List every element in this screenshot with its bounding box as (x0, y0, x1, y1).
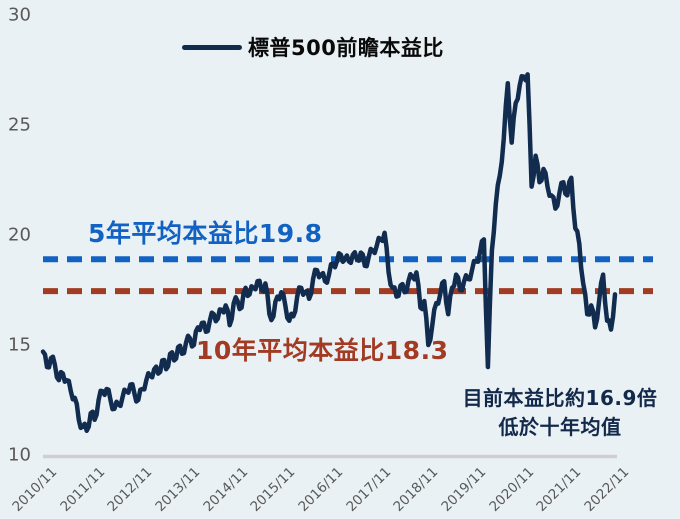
current-pe-line1: 目前本益比約16.9倍 (462, 386, 658, 410)
legend-label: 標普500前瞻本益比 (248, 36, 444, 60)
avg10-annotation: 10年平均本益比18.3 (196, 336, 449, 365)
pe-ratio-series-line (40, 72, 618, 434)
avg5-annotation: 5年平均本益比19.8 (88, 219, 323, 248)
y-axis-label: 15 (8, 334, 31, 356)
y-axis-label: 10 (8, 444, 31, 466)
y-axis-label: 30 (8, 4, 31, 26)
current-pe-line2: 低於十年均值 (498, 415, 622, 439)
current-pe-annotation: 目前本益比約16.9倍 低於十年均值 (444, 384, 676, 442)
y-axis-label: 25 (8, 114, 31, 136)
y-axis-label: 20 (8, 224, 31, 246)
legend-line-swatch (182, 44, 242, 50)
chart-legend: 標普500前瞻本益比 (182, 32, 444, 62)
